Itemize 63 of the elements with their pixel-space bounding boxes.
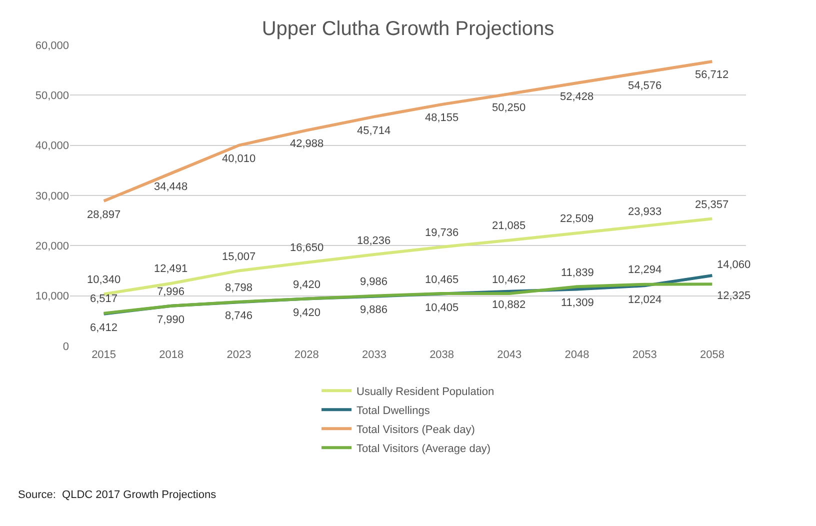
data-label: 12,294 — [628, 264, 662, 276]
data-label: 8,798 — [225, 282, 253, 294]
data-label: 54,576 — [628, 80, 662, 92]
data-label: 12,325 — [717, 290, 751, 302]
x-tick-label: 2015 — [92, 349, 116, 361]
data-label: 45,714 — [357, 125, 391, 137]
data-label: 10,340 — [87, 274, 121, 286]
data-label: 9,420 — [293, 279, 321, 291]
legend-label: Total Dwellings — [356, 404, 430, 417]
x-tick-label: 2028 — [294, 349, 319, 361]
data-label: 14,060 — [717, 259, 751, 271]
data-label: 12,491 — [154, 263, 188, 275]
data-label: 18,236 — [357, 235, 391, 247]
data-label: 34,448 — [154, 181, 188, 193]
legend-label: Total Visitors (Peak day) — [356, 424, 475, 436]
data-label: 22,509 — [560, 213, 594, 225]
data-label: 10,405 — [425, 302, 459, 314]
y-tick-label: 50,000 — [35, 90, 69, 102]
data-label: 23,933 — [628, 206, 662, 218]
data-label: 11,839 — [561, 267, 594, 279]
data-label: 50,250 — [492, 102, 526, 114]
x-tick-label: 2043 — [497, 349, 522, 361]
data-label: 9,886 — [360, 304, 388, 316]
y-tick-label: 60,000 — [35, 40, 69, 52]
data-label: 28,897 — [87, 209, 121, 221]
data-label: 9,986 — [360, 276, 388, 288]
data-label: 9,420 — [293, 307, 321, 319]
y-tick-label: 30,000 — [35, 190, 69, 202]
data-label: 21,085 — [492, 220, 526, 232]
legend-label: Usually Resident Population — [356, 386, 494, 398]
data-label: 12,024 — [628, 294, 662, 306]
y-tick-label: 40,000 — [35, 140, 69, 152]
y-tick-label: 10,000 — [35, 290, 69, 303]
data-label: 52,428 — [560, 91, 594, 103]
source-note: Source: QLDC 2017 Growth Projections — [18, 489, 217, 501]
data-label: 25,357 — [695, 199, 729, 211]
data-label: 40,010 — [222, 153, 256, 165]
x-tick-label: 2053 — [632, 349, 657, 361]
data-label: 11,309 — [561, 297, 594, 309]
data-label: 6,412 — [90, 322, 118, 334]
x-tick-label: 2038 — [430, 349, 454, 361]
legend-label: Total Visitors (Average day) — [356, 442, 491, 455]
x-tick-label: 2058 — [700, 349, 724, 361]
chart-title: Upper Clutha Growth Projections — [262, 18, 554, 40]
data-label: 42,988 — [290, 138, 324, 150]
data-label: 10,882 — [492, 299, 526, 311]
data-label: 10,462 — [492, 274, 526, 286]
data-label: 7,990 — [157, 314, 185, 326]
x-tick-label: 2018 — [159, 349, 184, 361]
y-tick-label: 20,000 — [35, 240, 69, 253]
data-label: 16,650 — [290, 242, 324, 254]
y-tick-label: 0 — [62, 340, 69, 353]
data-label: 15,007 — [222, 251, 256, 263]
data-label: 10,465 — [425, 274, 459, 286]
x-tick-label: 2033 — [362, 349, 386, 361]
data-label: 56,712 — [695, 69, 729, 81]
x-tick-label: 2023 — [226, 349, 252, 361]
data-label: 48,155 — [425, 112, 459, 124]
data-label: 8,746 — [225, 310, 253, 322]
data-label: 19,736 — [425, 227, 459, 239]
data-label: 6,517 — [90, 293, 118, 305]
x-tick-label: 2048 — [564, 349, 590, 361]
data-label: 7,996 — [157, 286, 185, 298]
